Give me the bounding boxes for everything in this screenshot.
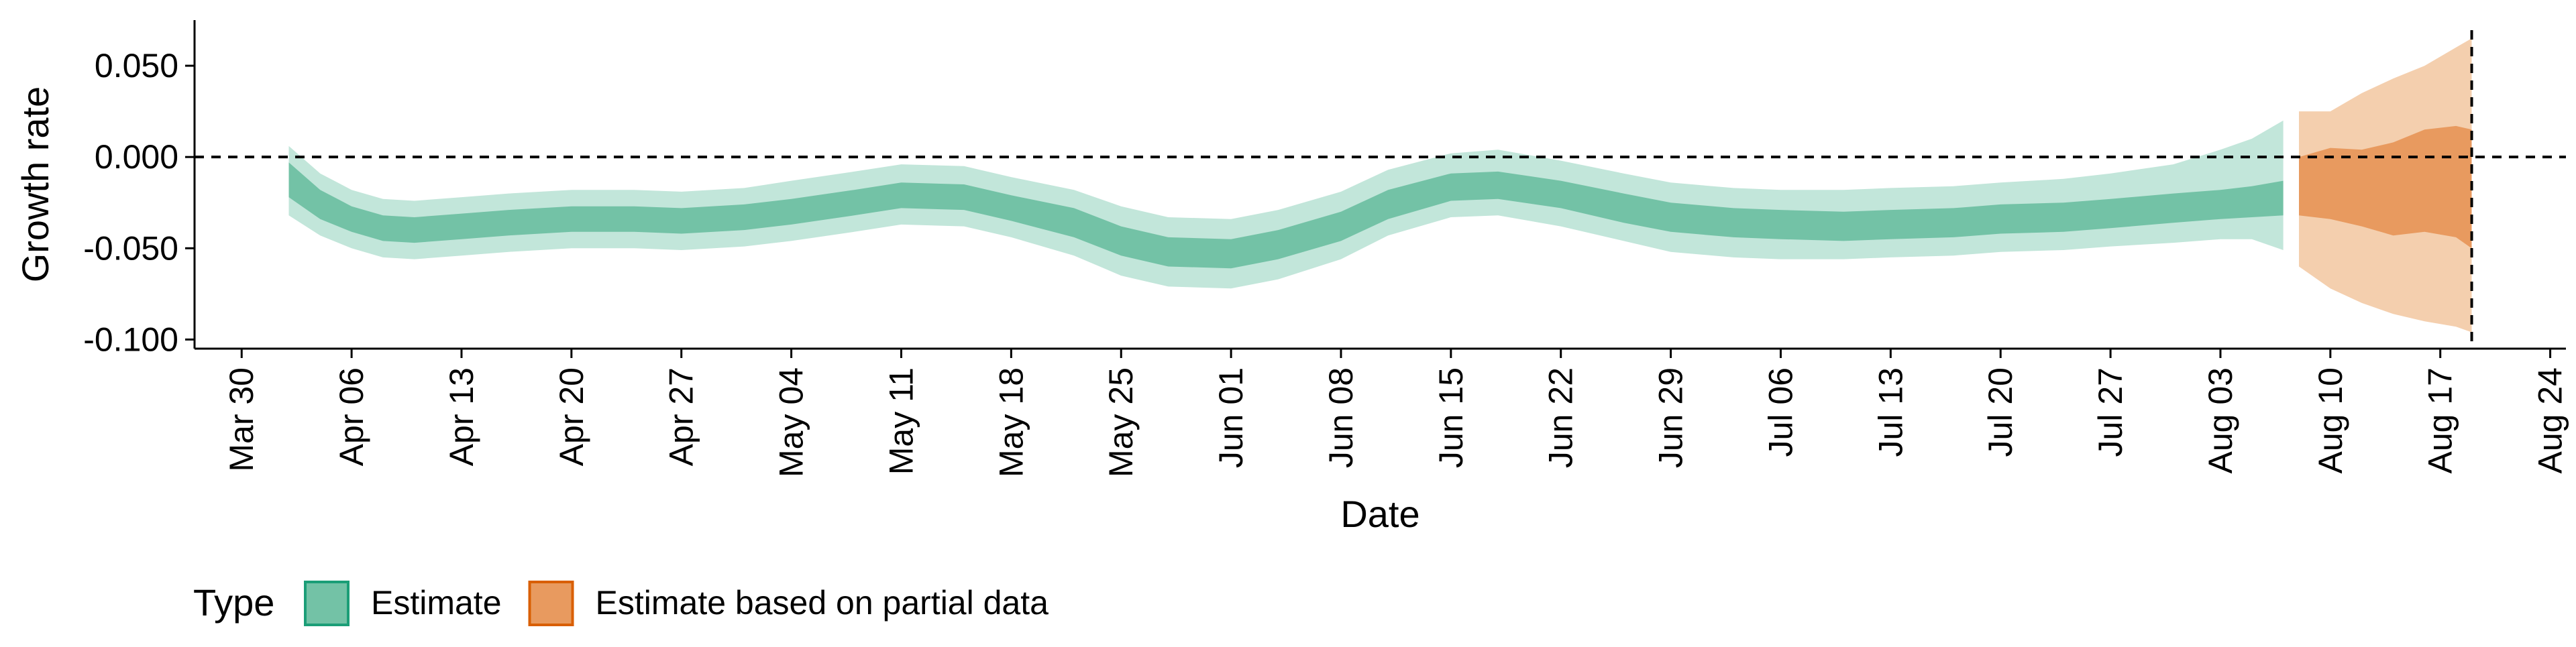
x-axis-label: Date <box>1340 493 1419 535</box>
legend-swatch <box>304 581 350 626</box>
x-tick-label: May 18 <box>992 367 1030 477</box>
x-tick-label: Jun 08 <box>1322 367 1360 468</box>
x-tick-label: Aug 03 <box>2202 367 2239 473</box>
y-tick-label: -0.100 <box>83 320 178 358</box>
x-tick-label: Jul 13 <box>1872 367 1909 457</box>
x-tick-label: Jun 15 <box>1432 367 1470 468</box>
y-tick-label: 0.000 <box>95 138 178 176</box>
estimate-outer-ribbon <box>288 120 2284 289</box>
x-tick-label: Aug 24 <box>2532 367 2569 473</box>
legend-label: Estimate based on partial data <box>596 584 1049 622</box>
x-tick-label: May 04 <box>773 367 810 477</box>
legend-swatch <box>528 581 574 626</box>
x-tick-label: Mar 30 <box>223 367 260 472</box>
axes: 0.050 0.000 -0.050 -0.100 Mar 30 Apr 06 Apr 13… <box>83 20 2569 477</box>
x-tick-label: Apr 06 <box>333 367 370 466</box>
x-tick-label: Aug 10 <box>2312 367 2349 473</box>
y-tick-label: 0.050 <box>95 47 178 84</box>
ribbon-layer <box>288 38 2472 333</box>
x-tick-label: Apr 27 <box>663 367 700 466</box>
x-tick-label: Jul 06 <box>1762 367 1800 457</box>
x-tick-label: Jul 27 <box>2092 367 2129 457</box>
x-tick-label: Jun 22 <box>1542 367 1580 468</box>
x-tick-label: May 25 <box>1102 367 1140 477</box>
x-tick-label: May 11 <box>883 367 920 475</box>
x-tick-label: Jun 29 <box>1652 367 1690 468</box>
x-tick-label: Apr 13 <box>443 367 480 466</box>
estimate-inner-ribbon <box>288 162 2284 269</box>
legend-label: Estimate <box>371 584 502 622</box>
reference-lines <box>195 30 2566 349</box>
legend-title: Type <box>193 581 274 624</box>
x-tick-label: Jul 20 <box>1982 367 2019 457</box>
x-tick-label: Aug 17 <box>2422 367 2459 473</box>
legend: Type Estimate Estimate based on partial d… <box>193 581 1049 626</box>
x-tick-label: Jun 01 <box>1212 367 1250 468</box>
y-axis-label: Growth rate <box>14 86 56 283</box>
y-tick-label: -0.050 <box>83 229 178 267</box>
x-tick-label: Apr 20 <box>553 367 590 466</box>
